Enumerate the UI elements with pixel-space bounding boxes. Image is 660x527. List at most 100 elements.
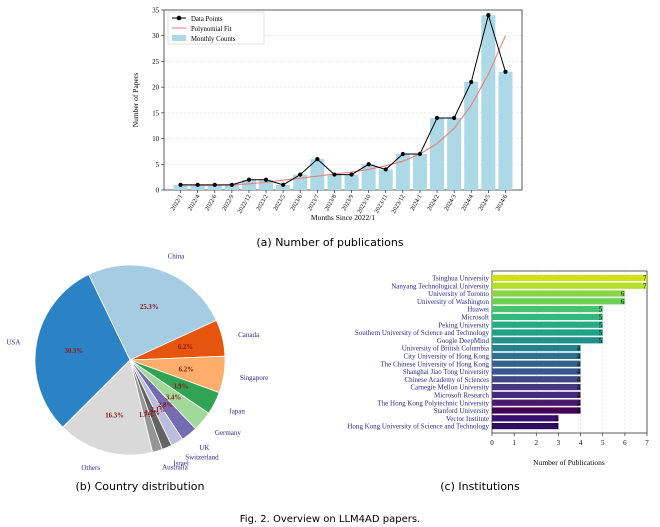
- institution-bar: [492, 407, 581, 414]
- bar-value-label: 4: [577, 368, 581, 376]
- x-tick-label: 2: [535, 439, 539, 447]
- monthly-count-bar: [430, 118, 445, 190]
- monthly-count-bar: [395, 154, 410, 190]
- monthly-count-bar: [498, 71, 513, 190]
- x-tick-label: 4: [579, 439, 583, 447]
- institution-bar: [492, 399, 581, 406]
- institution-bar: [492, 415, 559, 422]
- x-tick-label: 5: [601, 439, 605, 447]
- x-tick-label: 2024/1: [409, 194, 424, 213]
- x-tick-label: 2023/9: [340, 194, 355, 213]
- bar-value-label: 4: [577, 353, 581, 361]
- bar-value-label: 7: [643, 282, 647, 290]
- x-tick-label: 2023/8: [323, 194, 338, 213]
- bar-value-label: 6: [621, 290, 625, 298]
- pie-percent-label: 2.8%: [158, 402, 173, 409]
- institution-bar: [492, 368, 581, 375]
- x-tick-label: 2023/5: [272, 194, 287, 213]
- x-tick-label: 6: [623, 439, 627, 447]
- institution-bar: [492, 305, 603, 313]
- pie-percent-label: 2.1%: [151, 407, 166, 414]
- x-tick-label: 2023/6: [289, 194, 304, 213]
- institution-label: Peking University: [438, 321, 489, 329]
- country-pie-chart: USA China Canada Singapore Japan Germany UKSwi…: [6, 252, 268, 493]
- data-point: [349, 172, 354, 177]
- caption-a: (a) Number of publications: [256, 236, 404, 249]
- y-tick-label: 30: [152, 33, 159, 40]
- bar-value-label: 5: [599, 329, 603, 337]
- data-point: [263, 177, 269, 182]
- x-tick-label: 2023/12: [390, 194, 406, 215]
- institution-label: Microsoft: [461, 314, 489, 322]
- x-tick-label: 2024/4: [460, 193, 475, 212]
- y-tick-label: 5: [156, 162, 160, 169]
- institution-bar: [492, 422, 559, 430]
- institution-label: The Chinese University of Hong Kong: [380, 360, 489, 368]
- y-tick-label: 0: [156, 188, 160, 195]
- x-tick-label: 1: [512, 439, 516, 447]
- pie-percent-label: 30.3%: [64, 348, 83, 355]
- y-tick-label: 35: [152, 8, 159, 15]
- data-point: [400, 151, 405, 157]
- institution-bar: [492, 376, 581, 383]
- pie-category-label: Others: [81, 464, 100, 472]
- monthly-count-bar: [241, 179, 256, 190]
- data-point: [452, 115, 457, 121]
- monthly-count-bar: [259, 179, 274, 190]
- data-point: [246, 177, 252, 182]
- data-point: [178, 182, 183, 187]
- institution-label: The Hong Kong Polytechnic University: [377, 399, 489, 407]
- data-point: [486, 13, 491, 18]
- bar-value-label: 4: [577, 376, 581, 384]
- x-tick-label: 2024/2: [426, 194, 441, 213]
- y-axis-label-a: Number of Papers: [131, 73, 140, 128]
- institution-label: Nanyang Technological University: [391, 282, 489, 290]
- x-tick-label: 7: [645, 439, 649, 447]
- pie-category-label: Singapore: [240, 374, 268, 382]
- legend-label-monthly-counts: Monthly Counts: [191, 36, 236, 43]
- pie-percent-label: 6.2%: [178, 344, 193, 351]
- x-tick-label: 2022/12: [236, 194, 252, 215]
- x-tick-label: 2023/7: [306, 194, 321, 213]
- institution-label: University of Washington: [417, 298, 490, 306]
- bar-value-label: 5: [599, 314, 603, 322]
- institution-label: Southern University of Science and Techn…: [355, 329, 490, 337]
- legend-bar-swatch: [172, 35, 186, 41]
- bar-value-label: 4: [577, 345, 581, 353]
- monthly-count-bar: [190, 184, 205, 190]
- y-tick-label: 20: [152, 85, 159, 92]
- monthly-count-bar: [327, 174, 342, 190]
- data-point: [229, 182, 234, 187]
- monthly-count-bar: [293, 174, 308, 190]
- institution-bar: [492, 274, 647, 282]
- x-tick-label: 2022/1: [169, 194, 184, 213]
- pie-slice: [62, 359, 154, 456]
- institution-label: Hong Kong University of Science and Tech…: [347, 423, 489, 431]
- monthly-count-bar: [207, 184, 222, 190]
- x-tick-label: 2023/2: [255, 194, 270, 213]
- institution-bar: [492, 298, 625, 305]
- caption-b: (b) Country distribution: [76, 480, 205, 493]
- pie-category-label: China: [168, 252, 186, 260]
- x-tick-label: 2023/10: [356, 194, 372, 215]
- legend-data-points-marker: [176, 15, 182, 21]
- monthly-count-bar: [464, 82, 479, 190]
- institution-bar: [492, 329, 603, 336]
- data-point: [503, 69, 508, 74]
- pie-category-label: UK: [199, 444, 209, 452]
- institution-label: City University of Hong Kong: [403, 353, 489, 361]
- pie-category-label: Israel: [173, 459, 189, 467]
- institution-bar: [492, 360, 581, 367]
- monthly-count-bar: [173, 184, 188, 190]
- pie-category-label: USA: [6, 338, 20, 346]
- institution-bar: [492, 344, 581, 352]
- institution-label: Google DeepMind: [437, 337, 490, 345]
- legend-label-data-points: Data Points: [191, 16, 223, 23]
- monthly-count-bar: [412, 154, 427, 190]
- institution-bar: [492, 290, 625, 297]
- x-tick-label: 2022/4: [187, 193, 202, 212]
- pie-category-label: Australia: [162, 463, 189, 471]
- monthly-count-bar: [344, 174, 359, 190]
